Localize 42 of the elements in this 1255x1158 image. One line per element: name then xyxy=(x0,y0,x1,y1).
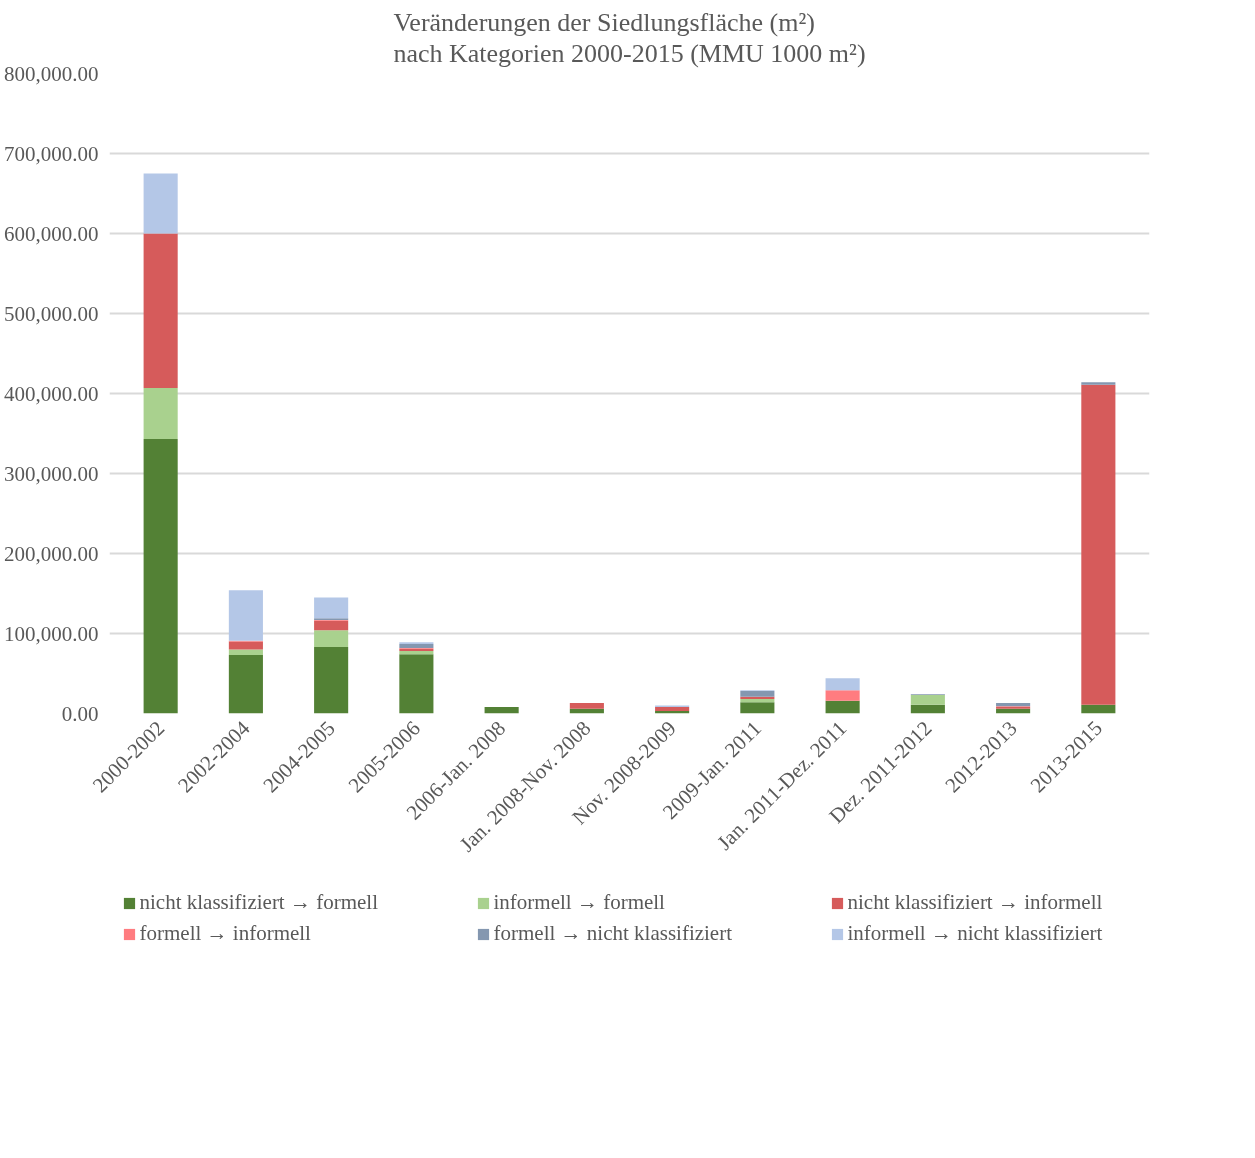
legend-label: nicht klassifiziert → formell xyxy=(139,890,380,915)
bar xyxy=(399,654,434,714)
legend-label: formell → informell xyxy=(139,921,312,946)
y-tick-label: 400,000.00 xyxy=(4,381,99,406)
bar xyxy=(569,703,604,709)
bar xyxy=(143,387,178,440)
legend-label: informell → nicht klassifiziert xyxy=(847,921,1104,946)
legend-label: formell → nicht klassifiziert xyxy=(493,921,734,946)
bar xyxy=(314,620,349,631)
y-tick-label: 500,000.00 xyxy=(4,301,99,326)
y-tick-label: 100,000.00 xyxy=(4,621,99,646)
bar xyxy=(1081,382,1116,385)
bar xyxy=(910,704,945,714)
bar xyxy=(1081,704,1116,714)
bar xyxy=(228,655,263,714)
bar xyxy=(910,695,945,705)
bar xyxy=(655,707,690,712)
bar xyxy=(228,590,263,641)
y-tick-label: 700,000.00 xyxy=(4,141,99,166)
bar xyxy=(740,702,775,714)
legend-label: informell → formell xyxy=(493,890,666,915)
y-tick-label: 200,000.00 xyxy=(4,541,99,566)
y-tick-label: 300,000.00 xyxy=(4,461,99,486)
y-tick-label: 800,000.00 xyxy=(4,61,99,86)
bar xyxy=(143,439,178,714)
bar xyxy=(399,643,434,648)
bar xyxy=(825,700,860,714)
bar xyxy=(228,641,263,650)
bar xyxy=(143,233,178,388)
bar xyxy=(314,597,349,619)
legend-label: nicht klassifiziert → informell xyxy=(847,890,1104,915)
bar xyxy=(143,173,178,234)
bar xyxy=(314,630,349,648)
bar xyxy=(484,707,519,714)
bar xyxy=(825,678,860,691)
bar xyxy=(314,647,349,714)
chart-title: Veränderungen der Siedlungsfläche (m²) nach Kategorien 2000-2015 (MMU 1000 m²) xyxy=(393,7,866,69)
bar xyxy=(825,690,860,701)
bar xyxy=(1081,384,1116,705)
y-tick-label: 0.00 xyxy=(61,701,99,726)
bar xyxy=(740,691,775,697)
y-tick-label: 600,000.00 xyxy=(4,221,99,246)
